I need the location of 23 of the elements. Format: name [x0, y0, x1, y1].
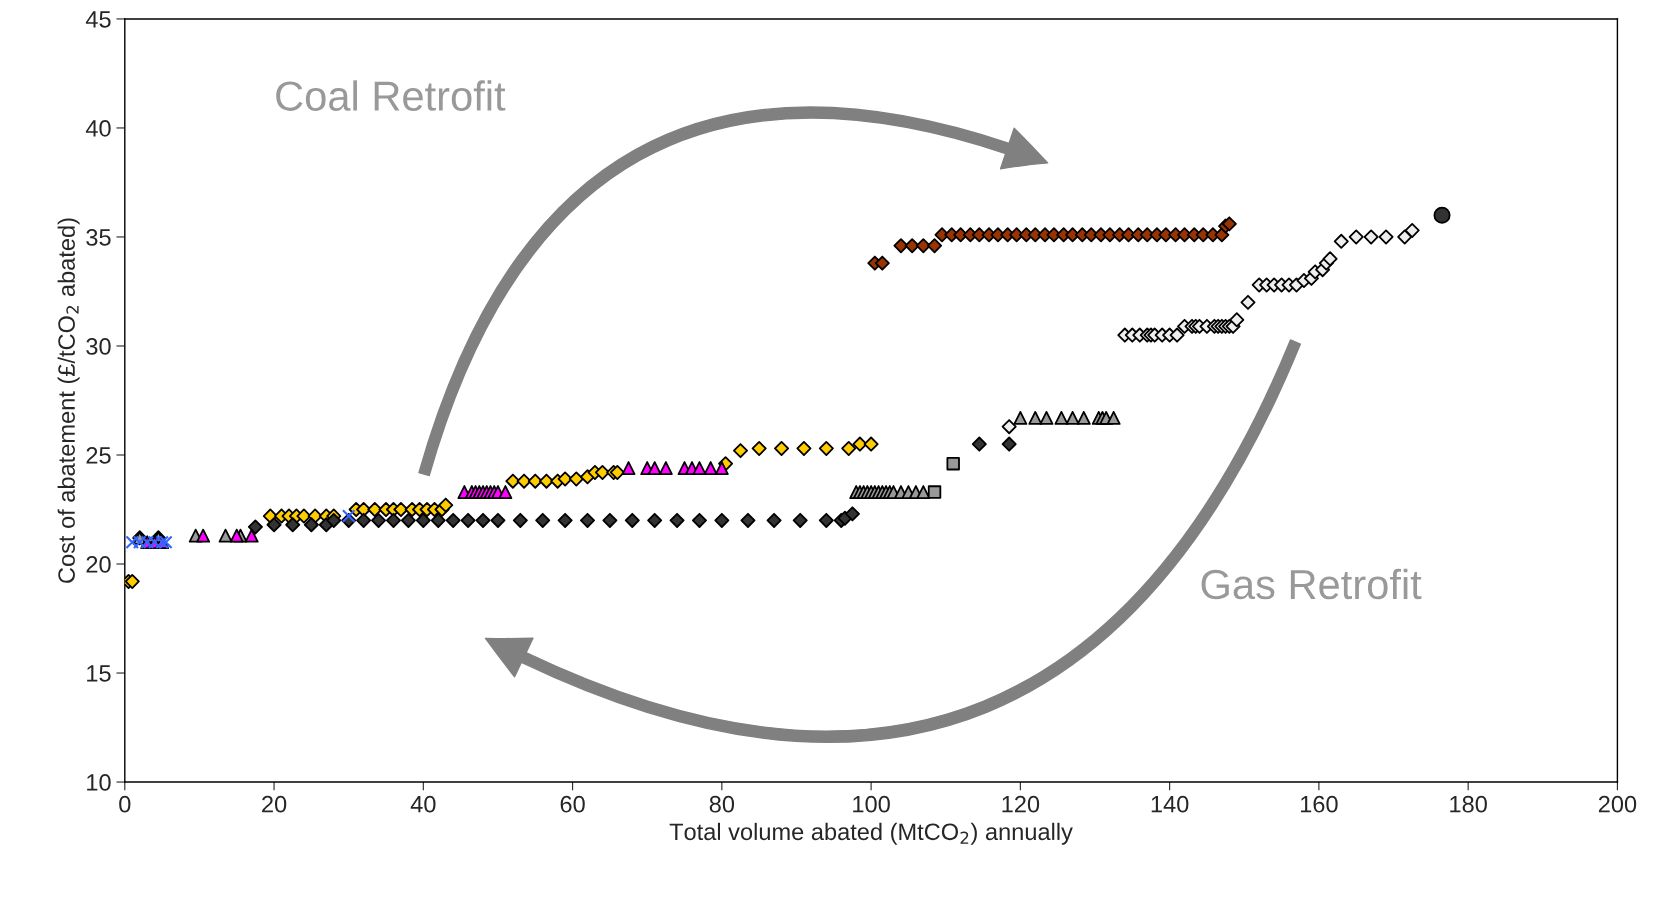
- y-tick-label: 40: [85, 120, 111, 137]
- x-axis-title: Total volume abated (MtCO$_{2}$) annually: [669, 822, 1073, 845]
- y-tick-label: 35: [86, 229, 111, 246]
- x-tick-label: 160: [1300, 795, 1338, 813]
- annotation: Coal Retrofit: [276, 80, 506, 111]
- x-tick-label: 80: [709, 795, 735, 813]
- x-tick-label: 20: [262, 795, 287, 813]
- y-tick-label: 20: [86, 556, 111, 573]
- x-tick-label: 120: [1002, 795, 1040, 813]
- y-tick-label: 10: [87, 774, 111, 791]
- y-tick-label: 25: [86, 447, 111, 464]
- x-tick-label: 200: [1598, 795, 1637, 813]
- x-tick-label: 40: [410, 795, 436, 813]
- y-tick-label: 15: [87, 665, 111, 682]
- annotation: Gas Retrofit: [1201, 568, 1422, 600]
- y-tick-label: 45: [85, 11, 111, 28]
- x-tick-label: 0: [119, 795, 131, 813]
- x-tick-label: 180: [1450, 795, 1487, 813]
- y-tick-label: 30: [86, 338, 111, 355]
- x-tick-label: 140: [1151, 795, 1189, 813]
- x-tick-label: 60: [560, 795, 585, 813]
- y-axis-title: Cost of abatement (£/tCO$_{2}$ abated): [57, 218, 80, 583]
- x-tick-label: 100: [853, 795, 890, 813]
